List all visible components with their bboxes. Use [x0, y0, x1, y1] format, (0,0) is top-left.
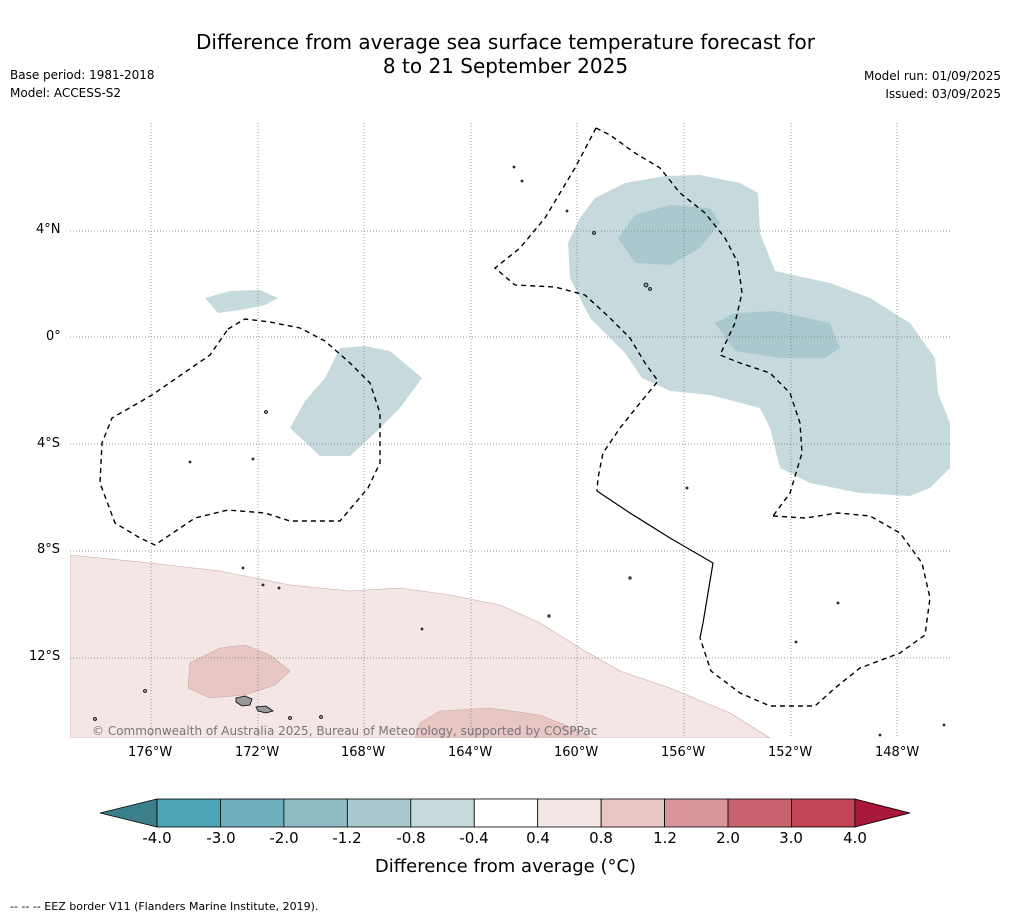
colorbar-segment — [410, 798, 475, 828]
colorbar-segment — [473, 798, 539, 828]
colorbar-tick: 0.8 — [589, 829, 613, 847]
warm-anomaly-core-2 — [414, 707, 591, 738]
warm-anomaly-core-1 — [187, 644, 291, 699]
colorbar-segment — [727, 798, 792, 828]
cool-anomaly-ne-core-2 — [715, 311, 840, 358]
eez-kiribati-gilbert — [99, 318, 381, 546]
cool-anomaly-ne-core-1 — [618, 205, 720, 265]
title-line-1: Difference from average sea surface temp… — [195, 30, 815, 54]
island-samoa-savaii — [235, 695, 253, 707]
cool-anomaly-central — [290, 346, 422, 456]
lon-label-172w: 172°W — [235, 745, 280, 760]
colorbar-extend-low — [100, 798, 158, 828]
lon-label-176w: 176°W — [128, 745, 173, 760]
model-name: Model: ACCESS-S2 — [10, 86, 122, 100]
colorbar-title: Difference from average (°C) — [374, 856, 637, 877]
issued-date: Issued: 03/09/2025 — [885, 87, 1001, 101]
colorbar-segment — [156, 798, 221, 828]
colorbar — [100, 798, 911, 828]
colorbar-tick: 4.0 — [843, 829, 867, 847]
lat-label-8s: 8°S — [37, 542, 61, 557]
lat-label-0: 0° — [46, 329, 61, 344]
model-run: Model run: 01/09/2025 — [863, 69, 1001, 83]
colorbar-segment — [537, 798, 602, 828]
colorbar-segment — [346, 798, 412, 828]
lon-label-156w: 156°W — [661, 745, 706, 760]
chart-title: Difference from average sea surface temp… — [0, 30, 1011, 78]
lon-label-148w: 148°W — [875, 745, 920, 760]
lat-label-4s: 4°S — [37, 436, 61, 451]
lon-label-160w: 160°W — [554, 745, 599, 760]
cool-anomaly-small — [205, 290, 278, 313]
island-samoa-upolu — [255, 705, 274, 714]
colorbar-extend-high — [854, 798, 911, 828]
colorbar-segment — [600, 798, 665, 828]
colorbar-tick: 2.0 — [716, 829, 740, 847]
lat-label-12s: 12°S — [29, 649, 61, 664]
eez-legend-note: -- -- -- EEZ border V11 (Flanders Marine… — [10, 900, 319, 913]
meta-right: Model run: 01/09/2025 Issued: 03/09/2025 — [864, 67, 1001, 103]
base-period: Base period: 1981-2018 — [10, 68, 155, 82]
colorbar-tick: -0.4 — [459, 829, 489, 847]
lat-label-4n: 4°N — [36, 222, 61, 237]
meta-left: Base period: 1981-2018 Model: ACCESS-S2 — [10, 66, 155, 102]
colorbar-tick: -0.8 — [396, 829, 426, 847]
eez-solid-segments — [596, 490, 714, 639]
title-line-2: 8 to 21 September 2025 — [382, 54, 629, 78]
lon-label-152w: 152°W — [768, 745, 813, 760]
map-canvas — [70, 123, 950, 738]
eez-south-line — [699, 512, 931, 707]
colorbar-segment — [664, 798, 729, 828]
colorbar-segments — [100, 798, 911, 828]
sst-anomaly-map — [70, 123, 950, 738]
eez-kiribati-phoenix-line — [595, 127, 803, 517]
lon-label-164w: 164°W — [448, 745, 493, 760]
eez-borders — [99, 127, 931, 707]
lon-label-168w: 168°W — [341, 745, 386, 760]
colorbar-segment — [283, 798, 348, 828]
graticule — [70, 123, 950, 738]
colorbar-tick: 0.4 — [526, 829, 550, 847]
warm-anomaly-region — [70, 554, 771, 738]
islands — [93, 165, 946, 737]
colorbar-tick: 1.2 — [653, 829, 677, 847]
colorbar-segment — [220, 798, 285, 828]
colorbar-tick: -3.0 — [206, 829, 236, 847]
copyright-notice: © Commonwealth of Australia 2025, Bureau… — [92, 724, 598, 738]
eez-west-boundary — [493, 127, 659, 492]
colorbar-tick: -4.0 — [142, 829, 172, 847]
colorbar-tick: -2.0 — [269, 829, 299, 847]
colorbar-tick: 3.0 — [779, 829, 803, 847]
colorbar-segment — [791, 798, 856, 828]
colorbar-tick: -1.2 — [332, 829, 362, 847]
